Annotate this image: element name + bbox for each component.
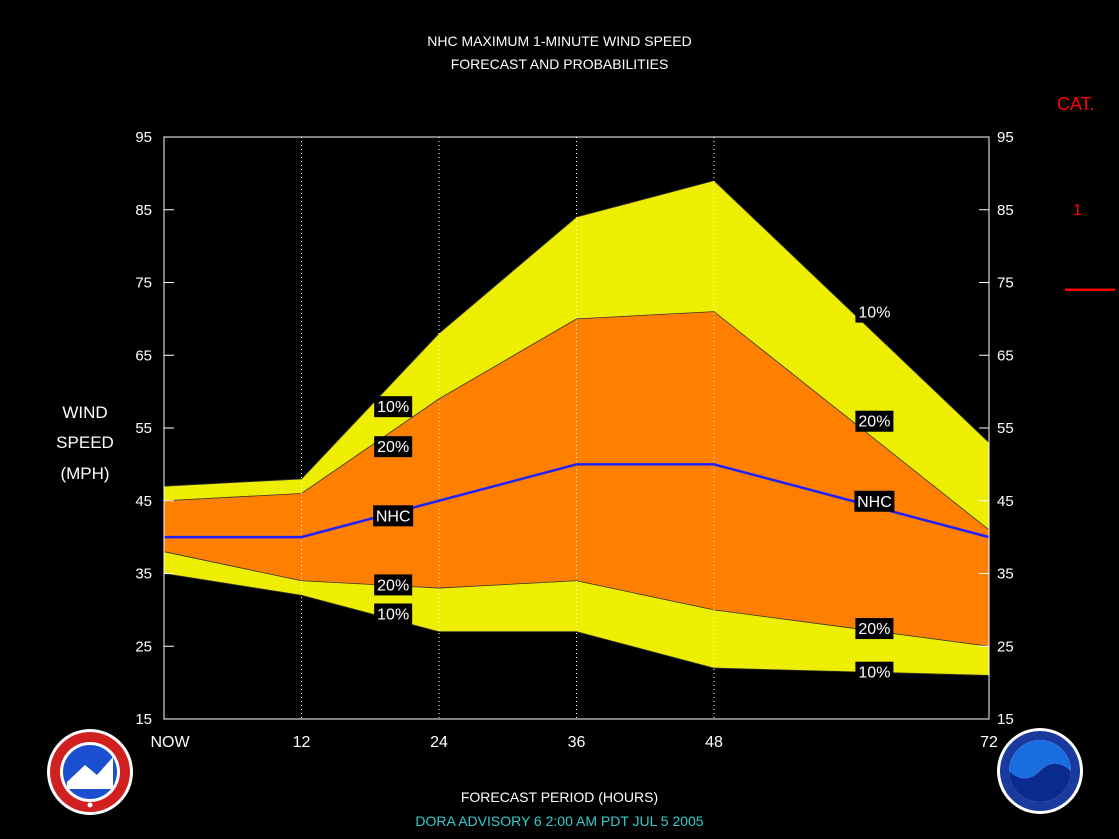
y-tick-label-left: 55 [135, 420, 152, 437]
y-tick-label-left: 45 [135, 493, 152, 510]
y-tick-label-left: 95 [135, 129, 152, 146]
band-label: 20% [858, 621, 890, 638]
x-tick-label: NOW [150, 734, 190, 751]
chart-title-line2: FORECAST AND PROBABILITIES [450, 56, 669, 72]
band-label: 20% [377, 439, 409, 456]
band-label-box [854, 490, 895, 512]
y-tick-label-right: 95 [997, 129, 1014, 146]
band-label: 20% [858, 414, 890, 431]
y-tick-label-right: 25 [997, 638, 1014, 655]
ylabel-line3: (MPH) [60, 464, 110, 483]
chart-title-line1: NHC MAXIMUM 1-MINUTE WIND SPEED [427, 33, 692, 49]
y-tick-label-left: 65 [135, 347, 152, 364]
band-label-box [855, 618, 894, 640]
y-tick-label-right: 55 [997, 420, 1014, 437]
x-tick-label: 12 [293, 734, 311, 751]
nws-logo [47, 729, 133, 815]
y-tick-label-left: 15 [135, 711, 152, 728]
y-tick-label-right: 45 [997, 493, 1014, 510]
y-tick-label-left: 25 [135, 638, 152, 655]
band-label-box [373, 505, 414, 527]
band-label: 10% [858, 305, 890, 322]
y-tick-label-left: 35 [135, 566, 152, 583]
category-header: CAT. [1057, 94, 1095, 114]
y-tick-label-right: 65 [997, 347, 1014, 364]
band-label: NHC [376, 508, 411, 525]
boundary-line-lower_20 [163, 551, 990, 647]
ylabel-line1: WIND [62, 403, 108, 422]
y-tick-label-left: 85 [135, 202, 152, 219]
y-tick-label-left: 75 [135, 275, 152, 292]
band-label-box [374, 396, 413, 418]
y-tick-label-right: 85 [997, 202, 1014, 219]
band-label-box [374, 603, 413, 625]
ylabel-line2: SPEED [56, 433, 114, 452]
y-tick-label-right: 15 [997, 711, 1014, 728]
advisory-line: DORA ADVISORY 6 2:00 AM PDT JUL 5 2005 [415, 813, 704, 829]
band-label-box [374, 436, 413, 458]
x-tick-label: 24 [430, 734, 448, 751]
x-tick-label: 72 [980, 734, 998, 751]
band-label: 10% [377, 399, 409, 416]
boundary-line-lower_10 [163, 573, 990, 676]
band-label: NHC [857, 494, 892, 511]
band-20pct [164, 311, 989, 647]
x-tick-label: 48 [705, 734, 723, 751]
band-label: 20% [377, 577, 409, 594]
band-label-box [374, 574, 413, 596]
y-tick-label-right: 75 [997, 275, 1014, 292]
band-label-box [855, 410, 894, 432]
band-label: 10% [377, 607, 409, 624]
band-label-box [855, 301, 894, 323]
y-tick-label-right: 35 [997, 566, 1014, 583]
band-label-box [855, 661, 894, 683]
nhc-forecast-line [164, 463, 990, 539]
band-label: 10% [858, 665, 890, 682]
x-tick-label: 36 [568, 734, 586, 751]
noaa-logo [997, 728, 1083, 814]
category-label: 1 [1073, 202, 1082, 219]
x-axis-label: FORECAST PERIOD (HOURS) [460, 789, 659, 805]
